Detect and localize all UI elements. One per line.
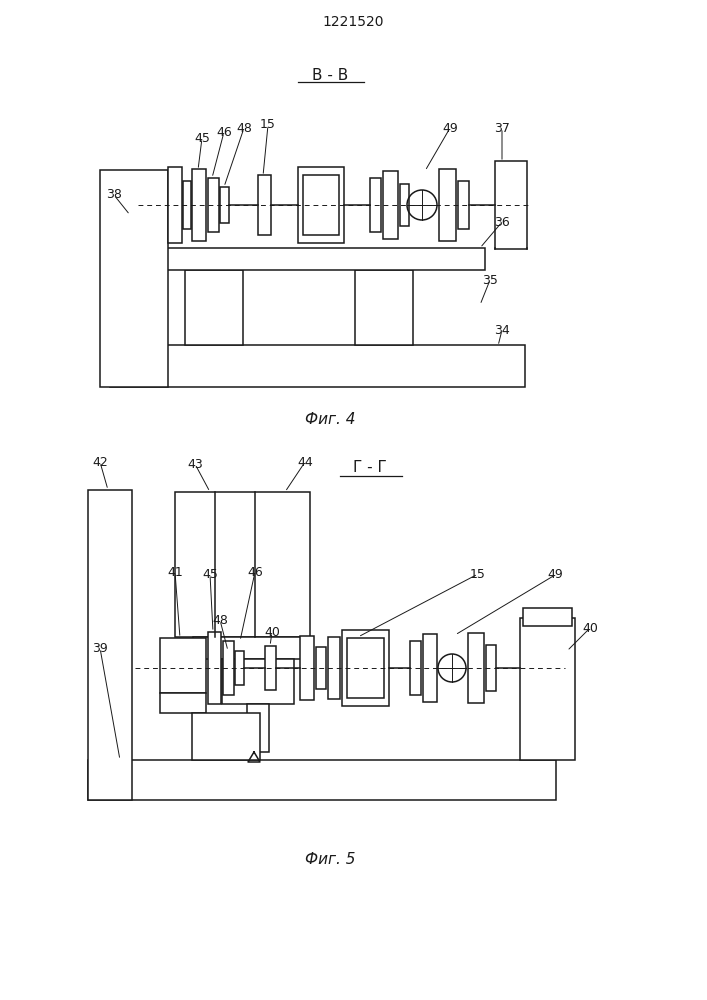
Bar xyxy=(347,638,384,698)
Bar xyxy=(100,170,168,387)
Bar xyxy=(160,693,206,713)
Bar xyxy=(355,270,413,345)
Bar xyxy=(383,171,398,239)
Text: Фиг. 5: Фиг. 5 xyxy=(305,852,355,867)
Text: 36: 36 xyxy=(494,216,510,229)
Bar xyxy=(439,169,456,241)
Text: 40: 40 xyxy=(264,626,280,639)
Text: 15: 15 xyxy=(470,568,486,580)
Bar xyxy=(495,161,527,249)
Text: 45: 45 xyxy=(202,568,218,580)
Bar xyxy=(258,175,271,235)
Bar xyxy=(342,630,389,706)
Text: 39: 39 xyxy=(92,642,108,654)
Bar xyxy=(220,187,229,223)
Bar xyxy=(265,646,276,690)
Text: 45: 45 xyxy=(194,131,210,144)
Bar xyxy=(88,490,132,800)
Bar xyxy=(520,618,575,760)
Bar xyxy=(523,608,572,626)
Text: 41: 41 xyxy=(167,566,183,578)
Text: 38: 38 xyxy=(106,188,122,202)
Text: 1221520: 1221520 xyxy=(322,15,384,29)
Bar xyxy=(110,345,525,387)
Bar xyxy=(423,634,437,702)
Text: 48: 48 xyxy=(212,613,228,626)
Bar xyxy=(370,178,381,232)
Text: 48: 48 xyxy=(236,121,252,134)
Bar xyxy=(185,270,243,345)
Bar xyxy=(193,637,313,659)
Bar xyxy=(192,169,206,241)
Text: 34: 34 xyxy=(494,324,510,336)
Text: 44: 44 xyxy=(297,456,313,468)
Bar xyxy=(222,659,294,704)
Text: 43: 43 xyxy=(187,458,203,471)
Bar xyxy=(468,633,484,703)
Text: В - В: В - В xyxy=(312,68,348,83)
Bar xyxy=(303,175,339,235)
Text: 37: 37 xyxy=(494,121,510,134)
Text: 46: 46 xyxy=(247,566,263,578)
Bar xyxy=(165,248,485,270)
Bar xyxy=(458,181,469,229)
Bar xyxy=(183,181,191,229)
Text: Фиг. 4: Фиг. 4 xyxy=(305,412,355,428)
Bar xyxy=(328,637,340,699)
Bar xyxy=(410,641,421,695)
Text: 49: 49 xyxy=(547,568,563,582)
Bar xyxy=(192,713,260,760)
Text: 40: 40 xyxy=(582,621,598,635)
Text: 46: 46 xyxy=(216,125,232,138)
Bar xyxy=(208,178,219,232)
Bar xyxy=(88,760,556,800)
Bar xyxy=(316,647,326,689)
Bar xyxy=(168,167,182,243)
Text: Г - Г: Г - Г xyxy=(353,460,387,476)
Bar xyxy=(300,636,314,700)
Bar xyxy=(175,492,310,637)
Text: 15: 15 xyxy=(260,118,276,131)
Bar xyxy=(208,632,221,704)
Bar xyxy=(486,645,496,691)
Text: 49: 49 xyxy=(442,121,458,134)
Bar xyxy=(160,638,206,693)
Bar xyxy=(298,167,344,243)
Bar xyxy=(400,184,409,226)
Bar xyxy=(223,641,234,695)
Text: 42: 42 xyxy=(92,456,108,468)
Bar xyxy=(247,704,269,752)
Text: 35: 35 xyxy=(482,273,498,286)
Bar xyxy=(235,651,244,685)
